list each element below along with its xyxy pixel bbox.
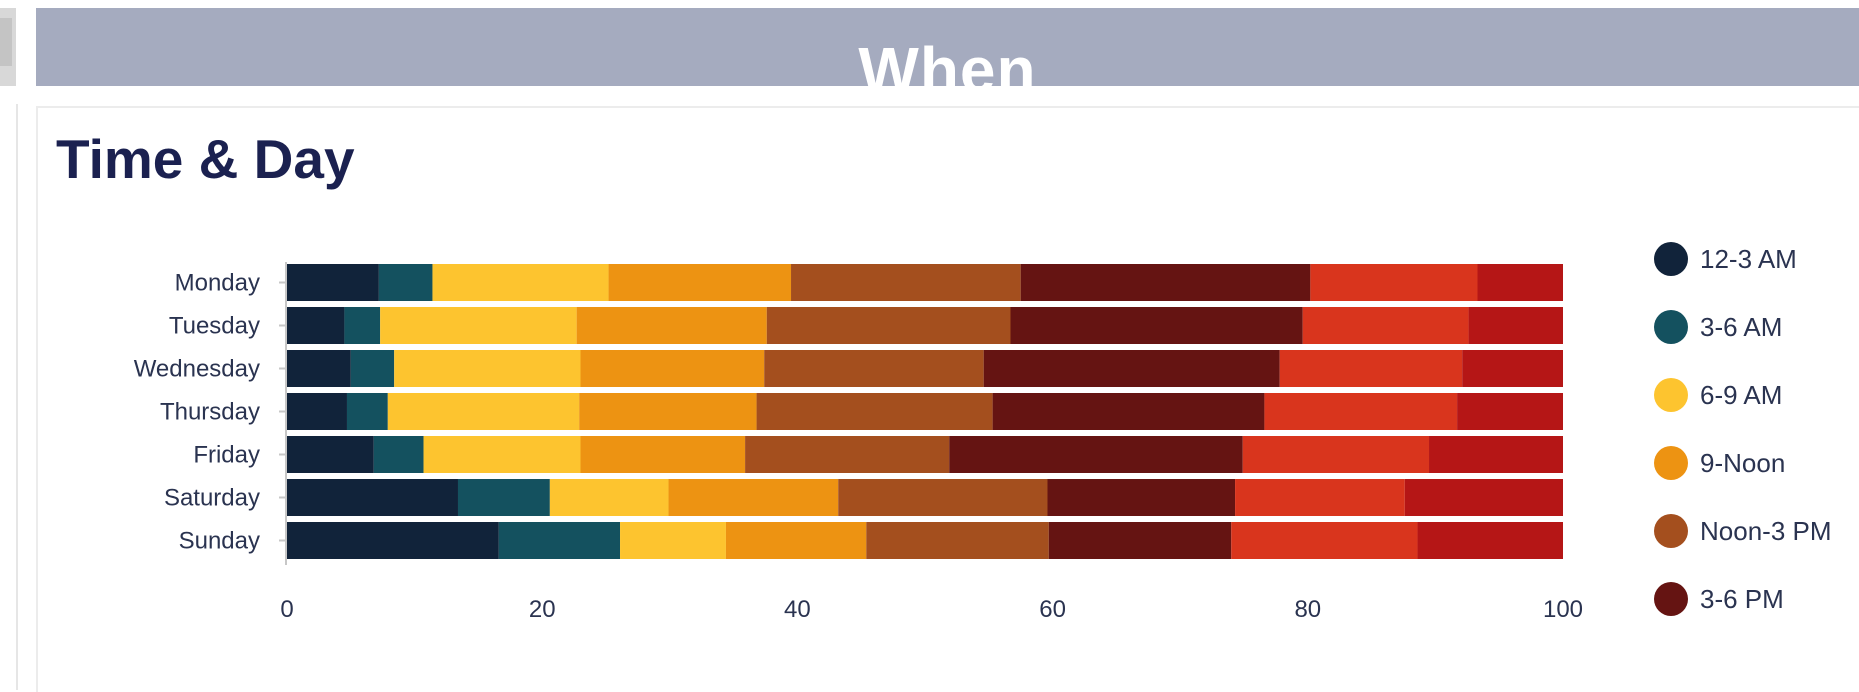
y-tick-label: Tuesday (169, 313, 260, 340)
bar-segment-saturday-4[interactable] (838, 479, 1048, 516)
legend-label[interactable]: 12-3 AM (1700, 244, 1797, 274)
bar-segment-wednesday-0[interactable] (287, 350, 351, 387)
section-title: When (858, 34, 1037, 86)
bar-segment-sunday-7[interactable] (1417, 522, 1563, 559)
x-tick-label: 100 (1543, 596, 1583, 623)
bar-segment-tuesday-4[interactable] (766, 307, 1011, 344)
bar-segment-sunday-5[interactable] (1048, 522, 1232, 559)
bar-segment-tuesday-1[interactable] (344, 307, 381, 344)
bar-segment-wednesday-3[interactable] (580, 350, 765, 387)
bar-segment-saturday-5[interactable] (1047, 479, 1236, 516)
bar-segment-thursday-2[interactable] (387, 393, 580, 430)
bar-segment-tuesday-2[interactable] (380, 307, 577, 344)
bar-segment-thursday-3[interactable] (579, 393, 757, 430)
bar-segment-sunday-0[interactable] (287, 522, 499, 559)
y-tick-label: Saturday (164, 485, 260, 512)
bar-segment-saturday-6[interactable] (1235, 479, 1405, 516)
legend-label[interactable]: 3-6 AM (1700, 312, 1782, 342)
bar-segment-tuesday-0[interactable] (287, 307, 345, 344)
bar-segment-monday-2[interactable] (432, 264, 609, 301)
legend-swatch[interactable] (1654, 378, 1688, 412)
bar-segment-wednesday-7[interactable] (1462, 350, 1563, 387)
bar-segment-monday-3[interactable] (608, 264, 792, 301)
bar-segment-friday-0[interactable] (287, 436, 374, 473)
bar-segment-friday-1[interactable] (373, 436, 424, 473)
bar-segment-sunday-6[interactable] (1231, 522, 1418, 559)
legend-label[interactable]: 9-Noon (1700, 448, 1785, 478)
legend-swatch[interactable] (1654, 582, 1688, 616)
legend-swatch[interactable] (1654, 242, 1688, 276)
bar-segment-tuesday-3[interactable] (576, 307, 767, 344)
legend-label[interactable]: Noon-3 PM (1700, 516, 1832, 546)
bar-segment-monday-1[interactable] (378, 264, 433, 301)
bar-segment-wednesday-4[interactable] (764, 350, 984, 387)
bar-segment-monday-4[interactable] (791, 264, 1021, 301)
bar-segment-thursday-4[interactable] (756, 393, 993, 430)
bar-segment-wednesday-5[interactable] (983, 350, 1280, 387)
bar-segment-saturday-2[interactable] (549, 479, 669, 516)
bar-segment-sunday-4[interactable] (866, 522, 1049, 559)
bar-segment-wednesday-2[interactable] (394, 350, 581, 387)
bar-segment-saturday-7[interactable] (1404, 479, 1563, 516)
bar-segment-monday-5[interactable] (1020, 264, 1311, 301)
bar-segment-tuesday-6[interactable] (1302, 307, 1469, 344)
bar-segment-friday-7[interactable] (1429, 436, 1563, 473)
bar-segment-saturday-1[interactable] (457, 479, 550, 516)
bar-segment-saturday-3[interactable] (668, 479, 839, 516)
bar-segment-thursday-7[interactable] (1457, 393, 1563, 430)
left-divider (16, 104, 18, 690)
bar-segment-thursday-5[interactable] (992, 393, 1265, 430)
bar-segment-friday-3[interactable] (580, 436, 746, 473)
bar-segment-thursday-1[interactable] (346, 393, 388, 430)
bar-segment-sunday-3[interactable] (725, 522, 867, 559)
legend-label[interactable]: 6-9 AM (1700, 380, 1782, 410)
legend-swatch[interactable] (1654, 514, 1688, 548)
bar-segment-friday-4[interactable] (745, 436, 950, 473)
legend-swatch[interactable] (1654, 310, 1688, 344)
x-tick-label: 0 (280, 596, 293, 623)
bar-segment-thursday-6[interactable] (1264, 393, 1458, 430)
legend-swatch[interactable] (1654, 446, 1688, 480)
x-tick-label: 40 (784, 596, 811, 623)
x-tick-label: 20 (529, 596, 556, 623)
left-panel-scrollbar[interactable] (0, 8, 16, 86)
y-tick-label: Sunday (179, 528, 260, 555)
bar-segment-friday-2[interactable] (423, 436, 581, 473)
section-header: When (36, 8, 1859, 86)
bar-segment-sunday-2[interactable] (620, 522, 726, 559)
x-tick-label: 60 (1039, 596, 1066, 623)
bar-segment-sunday-1[interactable] (498, 522, 621, 559)
y-tick-label: Monday (175, 270, 260, 297)
bar-segment-tuesday-7[interactable] (1468, 307, 1563, 344)
bar-segment-saturday-0[interactable] (287, 479, 458, 516)
x-tick-label: 80 (1294, 596, 1321, 623)
bar-segment-thursday-0[interactable] (287, 393, 347, 430)
y-tick-label: Friday (193, 442, 260, 469)
legend-label[interactable]: 3-6 PM (1700, 584, 1784, 614)
bar-segment-wednesday-1[interactable] (350, 350, 395, 387)
bar-segment-monday-0[interactable] (287, 264, 379, 301)
bar-segment-monday-7[interactable] (1477, 264, 1563, 301)
bar-segment-friday-6[interactable] (1242, 436, 1430, 473)
bar-segment-wednesday-6[interactable] (1279, 350, 1463, 387)
y-tick-label: Thursday (160, 399, 260, 426)
bar-segment-tuesday-5[interactable] (1010, 307, 1303, 344)
bar-segment-friday-5[interactable] (949, 436, 1243, 473)
left-panel-scroll-thumb[interactable] (0, 18, 12, 66)
bar-segment-monday-6[interactable] (1310, 264, 1478, 301)
y-tick-label: Wednesday (134, 356, 260, 383)
panel-title: Time & Day (56, 128, 355, 190)
